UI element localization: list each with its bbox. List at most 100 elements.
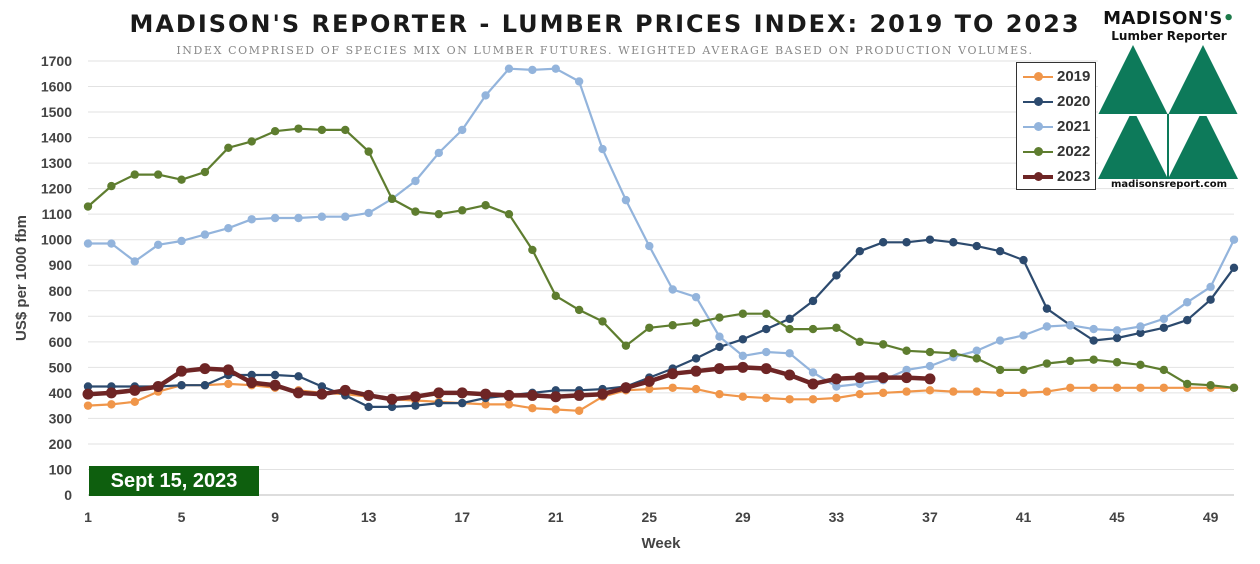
y-tick-label: 1300	[41, 155, 72, 171]
legend-label: 2021	[1057, 118, 1091, 135]
series-2021	[83, 64, 1239, 391]
data-point	[526, 389, 538, 401]
data-point	[83, 382, 93, 391]
data-point	[902, 346, 911, 355]
data-point	[1042, 322, 1052, 331]
data-point	[972, 346, 981, 355]
y-tick-label: 800	[49, 283, 73, 299]
data-point	[1229, 263, 1239, 272]
data-point	[1042, 387, 1052, 396]
data-point	[107, 181, 116, 191]
y-tick-label: 200	[49, 436, 73, 452]
data-point	[551, 291, 560, 301]
data-point	[574, 77, 584, 86]
x-tick-label: 37	[922, 509, 938, 525]
data-point	[645, 384, 654, 394]
data-point	[294, 124, 303, 133]
data-point	[807, 378, 819, 390]
data-point	[855, 389, 864, 399]
data-point	[317, 382, 327, 391]
legend-label: 2023	[1057, 168, 1091, 185]
data-point	[1042, 359, 1052, 368]
data-point	[1112, 383, 1122, 392]
data-point	[925, 347, 935, 357]
data-point	[832, 393, 841, 403]
data-point	[456, 387, 468, 399]
data-point	[1066, 356, 1075, 366]
data-point	[83, 202, 93, 211]
y-tick-label: 700	[49, 308, 73, 324]
data-point	[176, 365, 188, 377]
data-point	[949, 238, 958, 247]
data-point	[504, 64, 514, 73]
y-tick-label: 100	[49, 461, 73, 477]
data-point	[762, 309, 771, 318]
data-point	[668, 285, 677, 294]
logo-divider-v	[1167, 114, 1169, 179]
y-tick-label: 500	[49, 359, 73, 375]
data-point	[105, 387, 117, 399]
data-point	[972, 241, 981, 251]
data-point	[574, 406, 584, 415]
data-point	[995, 388, 1005, 398]
data-point	[200, 230, 210, 239]
data-point	[387, 194, 397, 204]
legend-item-2021: 2021	[1023, 117, 1095, 137]
data-point	[1159, 323, 1169, 332]
data-point	[645, 241, 654, 251]
data-point	[785, 349, 794, 358]
data-point	[270, 213, 280, 223]
data-point	[316, 388, 328, 400]
data-point	[177, 236, 186, 246]
data-point	[995, 336, 1005, 345]
data-point	[1089, 324, 1098, 334]
data-point	[504, 209, 514, 219]
data-point	[434, 209, 444, 219]
data-point	[551, 64, 560, 73]
data-point	[762, 347, 771, 357]
data-point	[1206, 295, 1215, 304]
data-point	[690, 365, 702, 377]
data-point	[760, 363, 772, 375]
data-point	[643, 375, 655, 387]
series-lines	[82, 64, 1239, 415]
data-point	[1066, 383, 1075, 392]
series-line-2019	[87, 382, 1234, 412]
data-point	[1136, 328, 1145, 338]
data-point	[715, 342, 724, 352]
data-point	[294, 372, 303, 381]
legend-swatch-dot	[1034, 147, 1043, 156]
data-point	[200, 381, 210, 390]
data-point	[738, 309, 748, 318]
data-point	[224, 143, 233, 152]
y-tick-label: 1000	[41, 232, 72, 248]
logo-name-mark: •	[1222, 8, 1235, 29]
data-point	[878, 238, 888, 247]
y-tick-label: 1400	[41, 130, 72, 146]
data-point	[247, 215, 256, 224]
data-point	[1206, 381, 1215, 390]
data-point	[691, 292, 701, 302]
data-point	[152, 381, 164, 392]
data-point	[1159, 383, 1169, 392]
data-point	[808, 324, 818, 334]
data-point	[387, 402, 397, 412]
x-axis-label: Week	[642, 535, 682, 552]
data-point	[107, 400, 116, 409]
data-point	[504, 400, 514, 409]
logo-name: MADISON'S	[1103, 8, 1223, 29]
legend-item-2019: 2019	[1023, 67, 1095, 87]
data-point	[339, 384, 351, 396]
logo-subtitle: Lumber Reporter	[1111, 29, 1227, 43]
data-point	[222, 364, 234, 376]
data-point	[645, 323, 654, 332]
data-point	[292, 387, 304, 399]
data-point	[411, 176, 420, 186]
legend-swatch-dot	[1034, 72, 1043, 81]
data-point	[972, 354, 981, 363]
data-point	[458, 125, 467, 135]
data-point	[713, 363, 725, 375]
data-point	[598, 317, 607, 326]
legend-item-2020: 2020	[1023, 92, 1095, 112]
data-point	[832, 323, 841, 332]
